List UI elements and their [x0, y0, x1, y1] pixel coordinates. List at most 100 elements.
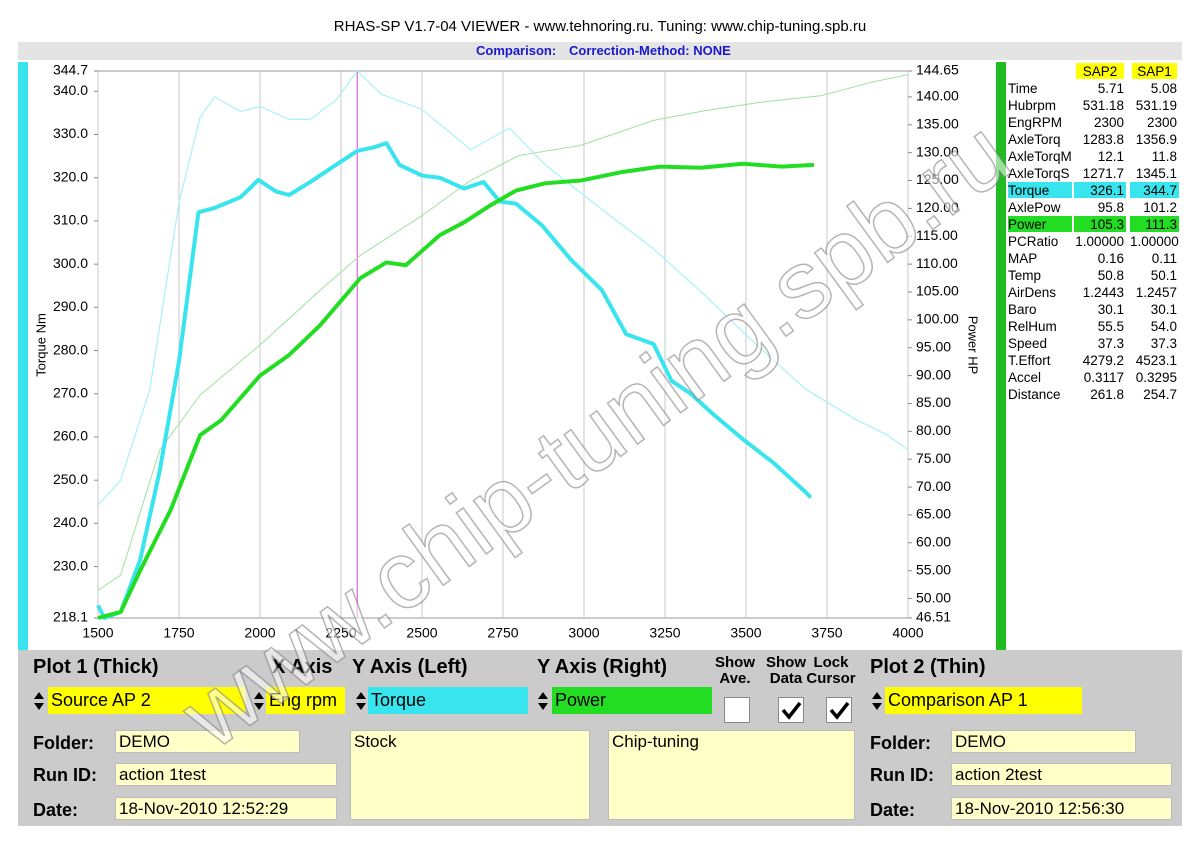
cell: 326.1 [1074, 182, 1126, 198]
chart-bg [18, 62, 1006, 650]
cell: 111.3 [1130, 216, 1179, 232]
row-label: Baro [1008, 302, 1037, 317]
row-label: Speed [1008, 336, 1048, 351]
y-tick-label: 260.0 [53, 428, 88, 444]
cell: 531.19 [1135, 98, 1177, 113]
y2-tick-label: 110.00 [916, 255, 958, 271]
y-tick-label: 300.0 [53, 255, 88, 271]
note2-field[interactable]: Chip-tuning [608, 730, 855, 820]
cell: 50.1 [1150, 268, 1177, 283]
table-row: AxleTorqS 1271.7 1345.1 [1006, 165, 1182, 182]
table-row: MAP 0.16 0.11 [1006, 250, 1182, 267]
y2-tick-label: 135.00 [916, 115, 959, 131]
y-tick-label: 310.0 [53, 212, 88, 228]
x-axis-label: X Axis [272, 656, 333, 678]
y2-tick-label: 105.00 [916, 283, 959, 299]
x-tick-label: 3750 [811, 625, 842, 641]
y-left-label: Y Axis (Left) [352, 656, 468, 678]
date-label: Date: [870, 800, 916, 820]
check-mark [829, 701, 850, 720]
cell: 11.8 [1151, 149, 1177, 164]
spinners [34, 692, 882, 710]
y2-tick-label: 125.00 [916, 171, 959, 187]
row-label: Hubrpm [1008, 98, 1057, 113]
note1-field[interactable]: Stock [350, 730, 590, 820]
y-tick-label: 340.0 [53, 82, 88, 98]
series-line [97, 161, 815, 620]
date-label: Date: [33, 800, 79, 820]
y2-tick-label: 70.00 [916, 478, 951, 494]
series-line [97, 70, 909, 506]
y2-tick-label: 95.00 [916, 338, 951, 354]
y-right-select[interactable]: Power [552, 687, 712, 714]
left-strip [18, 62, 28, 650]
y-tick-label: 344.7 [53, 62, 88, 78]
folder-label: Folder: [33, 733, 94, 753]
series-line [97, 74, 909, 591]
table-row: AxleTorqM 12.1 11.8 [1006, 148, 1182, 165]
y2-tick-label: 90.00 [916, 366, 951, 382]
cell: 5.71 [1097, 81, 1124, 96]
y2-tick-label: 65.00 [916, 506, 951, 522]
y2-tick-label: 80.00 [916, 422, 951, 438]
cell: 254.7 [1143, 387, 1177, 402]
cell: 261.8 [1090, 387, 1124, 402]
row-label: AirDens [1008, 285, 1057, 300]
table-row: PCRatio 1.00000 1.00000 [1006, 233, 1182, 250]
cell: 1.00000 [1075, 234, 1124, 249]
checkbox[interactable] [778, 697, 804, 723]
run1-field[interactable]: action 1test [115, 763, 337, 786]
cell: 1271.7 [1082, 166, 1124, 181]
source2-select[interactable]: Comparison AP 1 [885, 687, 1082, 714]
cell: 1.2443 [1082, 285, 1124, 300]
y2-tick-label: 100.00 [916, 311, 959, 327]
window-title: RHAS-SP V1.7-04 VIEWER - www.tehnoring.r… [333, 18, 867, 35]
x-select[interactable]: Eng rpm [266, 687, 345, 714]
table-row: Speed 37.3 37.3 [1006, 335, 1182, 352]
y-tick-label: 230.0 [53, 557, 88, 573]
folder2-field[interactable]: DEMO [951, 730, 1136, 753]
table-row: AxlePow 95.8 101.2 [1006, 199, 1182, 216]
check-label: Show Ave. [715, 654, 755, 687]
y-tick-label: 280.0 [53, 341, 88, 357]
cell: 105.3 [1074, 216, 1126, 232]
method-label: Correction-Method: NONE [569, 43, 731, 58]
table-row: EngRPM 2300 2300 [1006, 114, 1182, 131]
table-row: Distance 261.8 254.7 [1006, 386, 1182, 403]
x-tick-label: 3500 [730, 625, 761, 641]
date2-field[interactable]: 18-Nov-2010 12:56:30 [951, 797, 1172, 820]
y2-tick-label: 85.00 [916, 394, 951, 410]
source1-select[interactable]: Source AP 2 [48, 687, 245, 714]
x-tick-label: 2250 [325, 625, 356, 641]
cell: 1.00000 [1130, 234, 1179, 249]
row-label: EngRPM [1008, 115, 1063, 130]
data-table: SAP2 SAP1 Time 5.71 5.08 Hubrpm 531.18 531.19 En… [1006, 62, 1182, 650]
cell: 55.5 [1097, 319, 1124, 334]
row-label: Time [1008, 81, 1038, 96]
row-label: T.Effort [1008, 353, 1051, 368]
column-header: SAP1 [1132, 63, 1177, 79]
checkbox[interactable] [724, 697, 750, 723]
cell: 30.1 [1097, 302, 1124, 317]
run2-field[interactable]: action 2test [951, 763, 1172, 786]
run-label: Run ID: [33, 765, 97, 785]
row-label: MAP [1008, 251, 1038, 266]
cell: 95.8 [1097, 200, 1124, 215]
folder1-field[interactable]: DEMO [115, 730, 300, 753]
y-tick-label: 240.0 [53, 514, 88, 530]
cell: 0.16 [1097, 251, 1124, 266]
row-label: Power [1008, 216, 1072, 232]
y2-tick-label: 75.00 [916, 450, 951, 466]
cell: 30.1 [1150, 302, 1177, 317]
y2-tick-label: 130.00 [916, 143, 959, 159]
date1-field[interactable]: 18-Nov-2010 12:52:29 [115, 797, 337, 820]
cell: 12.1 [1097, 149, 1124, 164]
row-label: Torque [1008, 182, 1072, 198]
table-row: RelHum 55.5 54.0 [1006, 318, 1182, 335]
checkbox[interactable] [826, 697, 852, 723]
x-tick-label: 3000 [568, 625, 599, 641]
y-left-select[interactable]: Torque [368, 687, 528, 714]
row-label: Distance [1008, 387, 1061, 402]
cell: 0.3117 [1083, 370, 1124, 385]
cell: 0.3295 [1135, 370, 1177, 385]
